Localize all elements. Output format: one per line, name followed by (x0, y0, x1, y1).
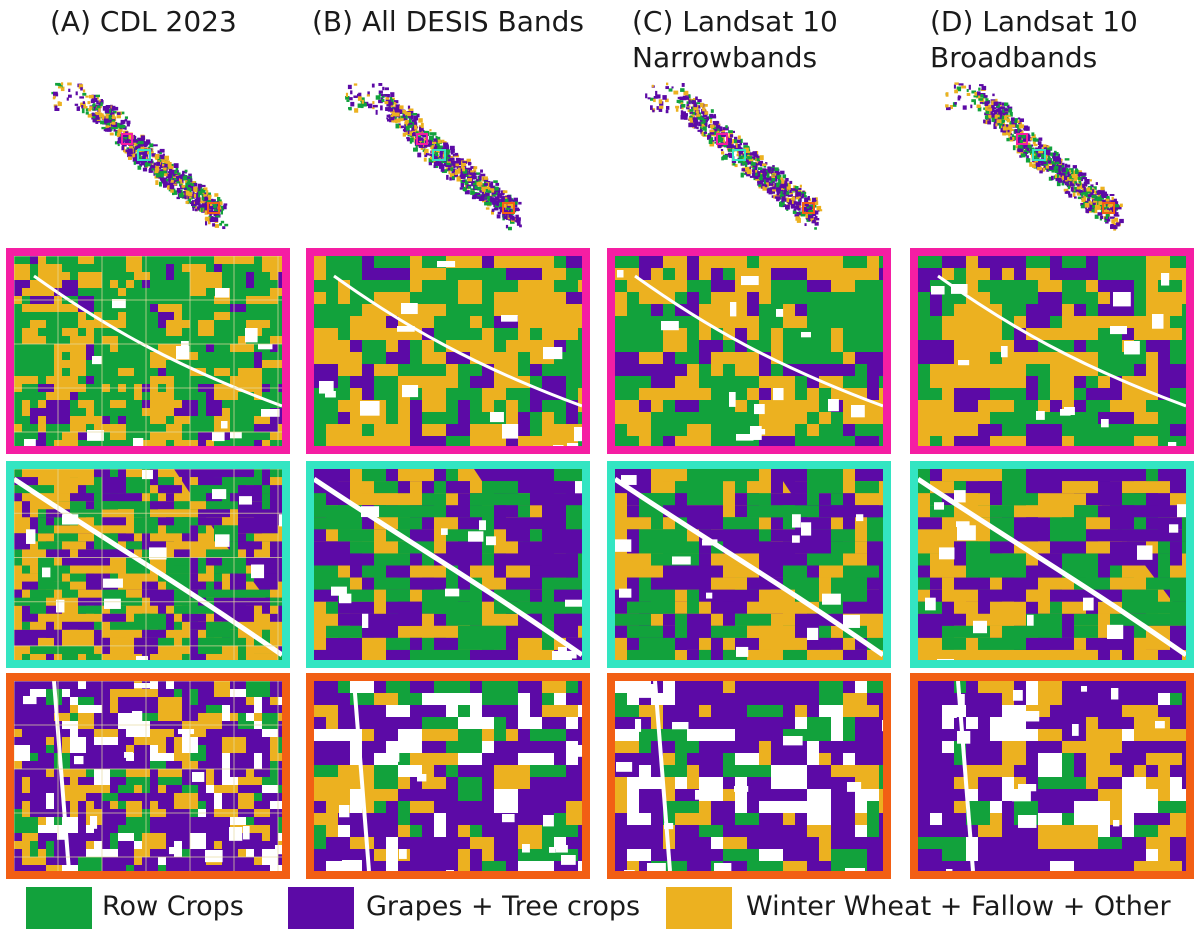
panel-cyan-desis (306, 461, 590, 668)
panel-cyan-landsat-broadbands (910, 461, 1194, 668)
column-title-d: (D) Landsat 10 Broadbands (930, 5, 1138, 74)
legend-label-wheat-fallow-other: Winter Wheat + Fallow + Other (746, 891, 1171, 922)
legend-swatch-wheat-fallow-other (666, 887, 732, 929)
legend-swatch-grapes-tree-crops (288, 887, 354, 929)
panel-magenta-landsat-narrowbands (607, 248, 891, 454)
panel-orange-desis (306, 673, 590, 879)
panel-orange-cdl (6, 673, 290, 879)
panel-cyan-landsat-narrowbands (607, 461, 891, 668)
overview-map-landsat-narrowbands (625, 70, 860, 250)
panel-magenta-desis (306, 248, 590, 454)
column-title-c: (C) Landsat 10 Narrowbands (632, 5, 838, 74)
legend-label-row-crops: Row Crops (102, 891, 244, 922)
panel-magenta-cdl (6, 248, 290, 454)
legend-swatch-row-crops (26, 887, 92, 929)
overview-map-landsat-broadbands (925, 70, 1160, 250)
panel-orange-landsat-broadbands (910, 673, 1194, 879)
column-title-a: (A) CDL 2023 (50, 5, 237, 38)
legend: Row Crops Grapes + Tree crops Winter Whe… (0, 883, 1200, 935)
overview-map-desis (325, 70, 560, 250)
panel-magenta-landsat-broadbands (910, 248, 1194, 454)
column-title-b: (B) All DESIS Bands (312, 5, 585, 38)
legend-label-grapes-tree-crops: Grapes + Tree crops (366, 891, 641, 922)
overview-map-cdl (30, 70, 265, 250)
panel-orange-landsat-narrowbands (607, 673, 891, 879)
panel-cyan-cdl (6, 461, 290, 668)
